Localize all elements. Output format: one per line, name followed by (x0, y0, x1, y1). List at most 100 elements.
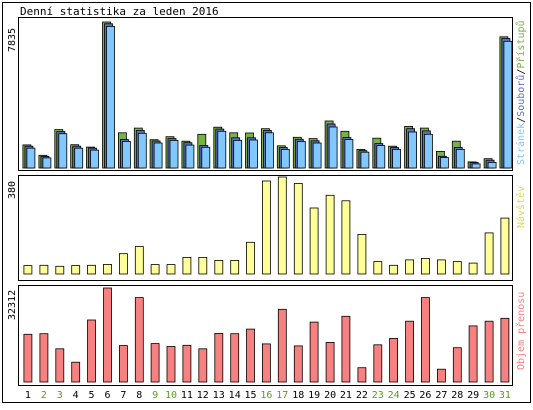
x-tick-day-18: 18 (292, 390, 304, 401)
bar-visits-day-14 (230, 259, 240, 275)
bar-volume-day-11 (182, 344, 192, 383)
bar-volume-day-8 (134, 297, 144, 383)
legend-accesses: Přístupů (515, 20, 527, 68)
bar-pages-day-24 (392, 148, 402, 169)
x-tick-day-31: 31 (499, 390, 511, 401)
x-tick-day-7: 7 (120, 390, 126, 401)
bar-visits-day-9 (150, 264, 160, 275)
bar-visits-day-7 (119, 253, 128, 275)
bar-visits-day-2 (39, 264, 49, 275)
x-tick-day-27: 27 (435, 390, 447, 401)
bar-volume-day-5 (87, 319, 96, 383)
bar-volume-day-4 (71, 361, 81, 383)
legend-separator-2: / (516, 69, 527, 75)
bar-visits-day-16 (261, 180, 271, 275)
bar-volume-day-24 (389, 337, 399, 383)
panel-hits-bars (22, 21, 513, 169)
bar-pages-day-11 (185, 144, 195, 169)
bar-visits-day-22 (357, 233, 367, 275)
bar-visits-day-8 (134, 246, 144, 275)
outer-frame (2, 2, 531, 403)
bar-pages-day-14 (233, 139, 243, 169)
bar-volume-day-27 (436, 368, 446, 383)
x-tick-day-4: 4 (73, 390, 79, 401)
bar-visits-day-13 (214, 259, 224, 275)
bar-pages-day-2 (42, 157, 52, 169)
bar-volume-day-28 (452, 347, 462, 383)
bar-volume-day-26 (420, 297, 430, 383)
bar-pages-day-30 (487, 161, 497, 169)
bar-pages-day-1 (26, 147, 36, 169)
bar-pages-day-27 (439, 157, 449, 169)
x-tick-day-6: 6 (104, 390, 110, 401)
bar-volume-day-2 (39, 333, 49, 383)
panel-hits-legend: Stránek/Souborů/Přístupů (515, 20, 527, 165)
x-tick-day-3: 3 (57, 390, 63, 401)
bar-visits-day-12 (198, 256, 208, 275)
bar-pages-day-29 (471, 163, 481, 169)
x-tick-day-25: 25 (404, 390, 416, 401)
bar-visits-day-19 (309, 207, 319, 275)
bar-pages-day-23 (376, 145, 386, 169)
bar-pages-day-6 (106, 25, 115, 169)
bar-pages-day-3 (58, 133, 68, 169)
bar-visits-day-21 (341, 200, 351, 275)
x-tick-day-28: 28 (451, 390, 463, 401)
panel-visits: 380 Návštěv (7, 175, 527, 281)
bar-volume-day-10 (166, 346, 176, 383)
x-tick-day-5: 5 (88, 390, 94, 401)
x-tick-day-14: 14 (229, 390, 241, 401)
bar-pages-day-5 (90, 149, 99, 169)
x-tick-day-21: 21 (340, 390, 352, 401)
x-tick-day-22: 22 (356, 390, 368, 401)
bar-pages-day-18 (296, 141, 306, 169)
bar-pages-day-8 (137, 132, 147, 169)
bar-visits-day-10 (166, 264, 176, 275)
bar-visits-day-23 (373, 261, 383, 275)
bar-pages-day-19 (312, 142, 322, 169)
bar-visits-day-27 (436, 259, 446, 275)
bar-visits-day-3 (55, 265, 65, 275)
bar-volume-day-15 (246, 328, 255, 383)
bar-visits-day-11 (182, 256, 192, 275)
bar-visits-day-28 (452, 261, 462, 275)
legend-pages: Stránek (515, 123, 527, 165)
x-tick-day-26: 26 (419, 390, 431, 401)
panel-volume-frame (18, 285, 513, 386)
bar-volume-day-9 (150, 343, 160, 383)
bar-pages-day-9 (153, 142, 163, 169)
x-tick-day-23: 23 (372, 390, 384, 401)
panel-visits-ymax-label: 380 (7, 181, 18, 199)
bar-pages-day-31 (503, 40, 513, 169)
bar-visits-day-29 (468, 262, 478, 275)
panel-volume-legend: Objem přenosu (515, 292, 527, 370)
bar-visits-day-18 (293, 183, 303, 275)
bar-pages-day-7 (122, 141, 131, 169)
bar-pages-day-21 (344, 139, 354, 169)
bar-volume-day-6 (103, 287, 112, 383)
legend-separator-1: / (516, 117, 527, 123)
x-tick-day-2: 2 (41, 390, 47, 401)
x-tick-day-24: 24 (388, 390, 400, 401)
x-tick-day-17: 17 (276, 390, 288, 401)
bar-visits-day-17 (277, 176, 287, 275)
bar-volume-day-3 (55, 348, 65, 383)
panel-hits: 7835 Stránek/Souborů/Přístupů (7, 17, 527, 171)
bar-visits-day-26 (420, 257, 430, 275)
bar-visits-day-6 (103, 263, 112, 275)
bar-pages-day-20 (328, 126, 338, 169)
bar-volume-day-20 (325, 341, 335, 383)
x-tick-day-20: 20 (324, 390, 336, 401)
bar-pages-day-10 (169, 139, 179, 169)
panel-visits-frame (18, 175, 513, 281)
bar-volume-day-21 (341, 315, 351, 383)
bar-pages-day-12 (201, 146, 211, 169)
bar-pages-day-15 (249, 139, 258, 169)
bar-visits-day-30 (484, 232, 494, 275)
bar-volume-day-19 (309, 321, 319, 383)
bar-volume-day-17 (277, 308, 287, 383)
x-tick-day-11: 11 (181, 390, 193, 401)
x-tick-day-13: 13 (213, 390, 225, 401)
bar-volume-day-22 (357, 367, 367, 383)
